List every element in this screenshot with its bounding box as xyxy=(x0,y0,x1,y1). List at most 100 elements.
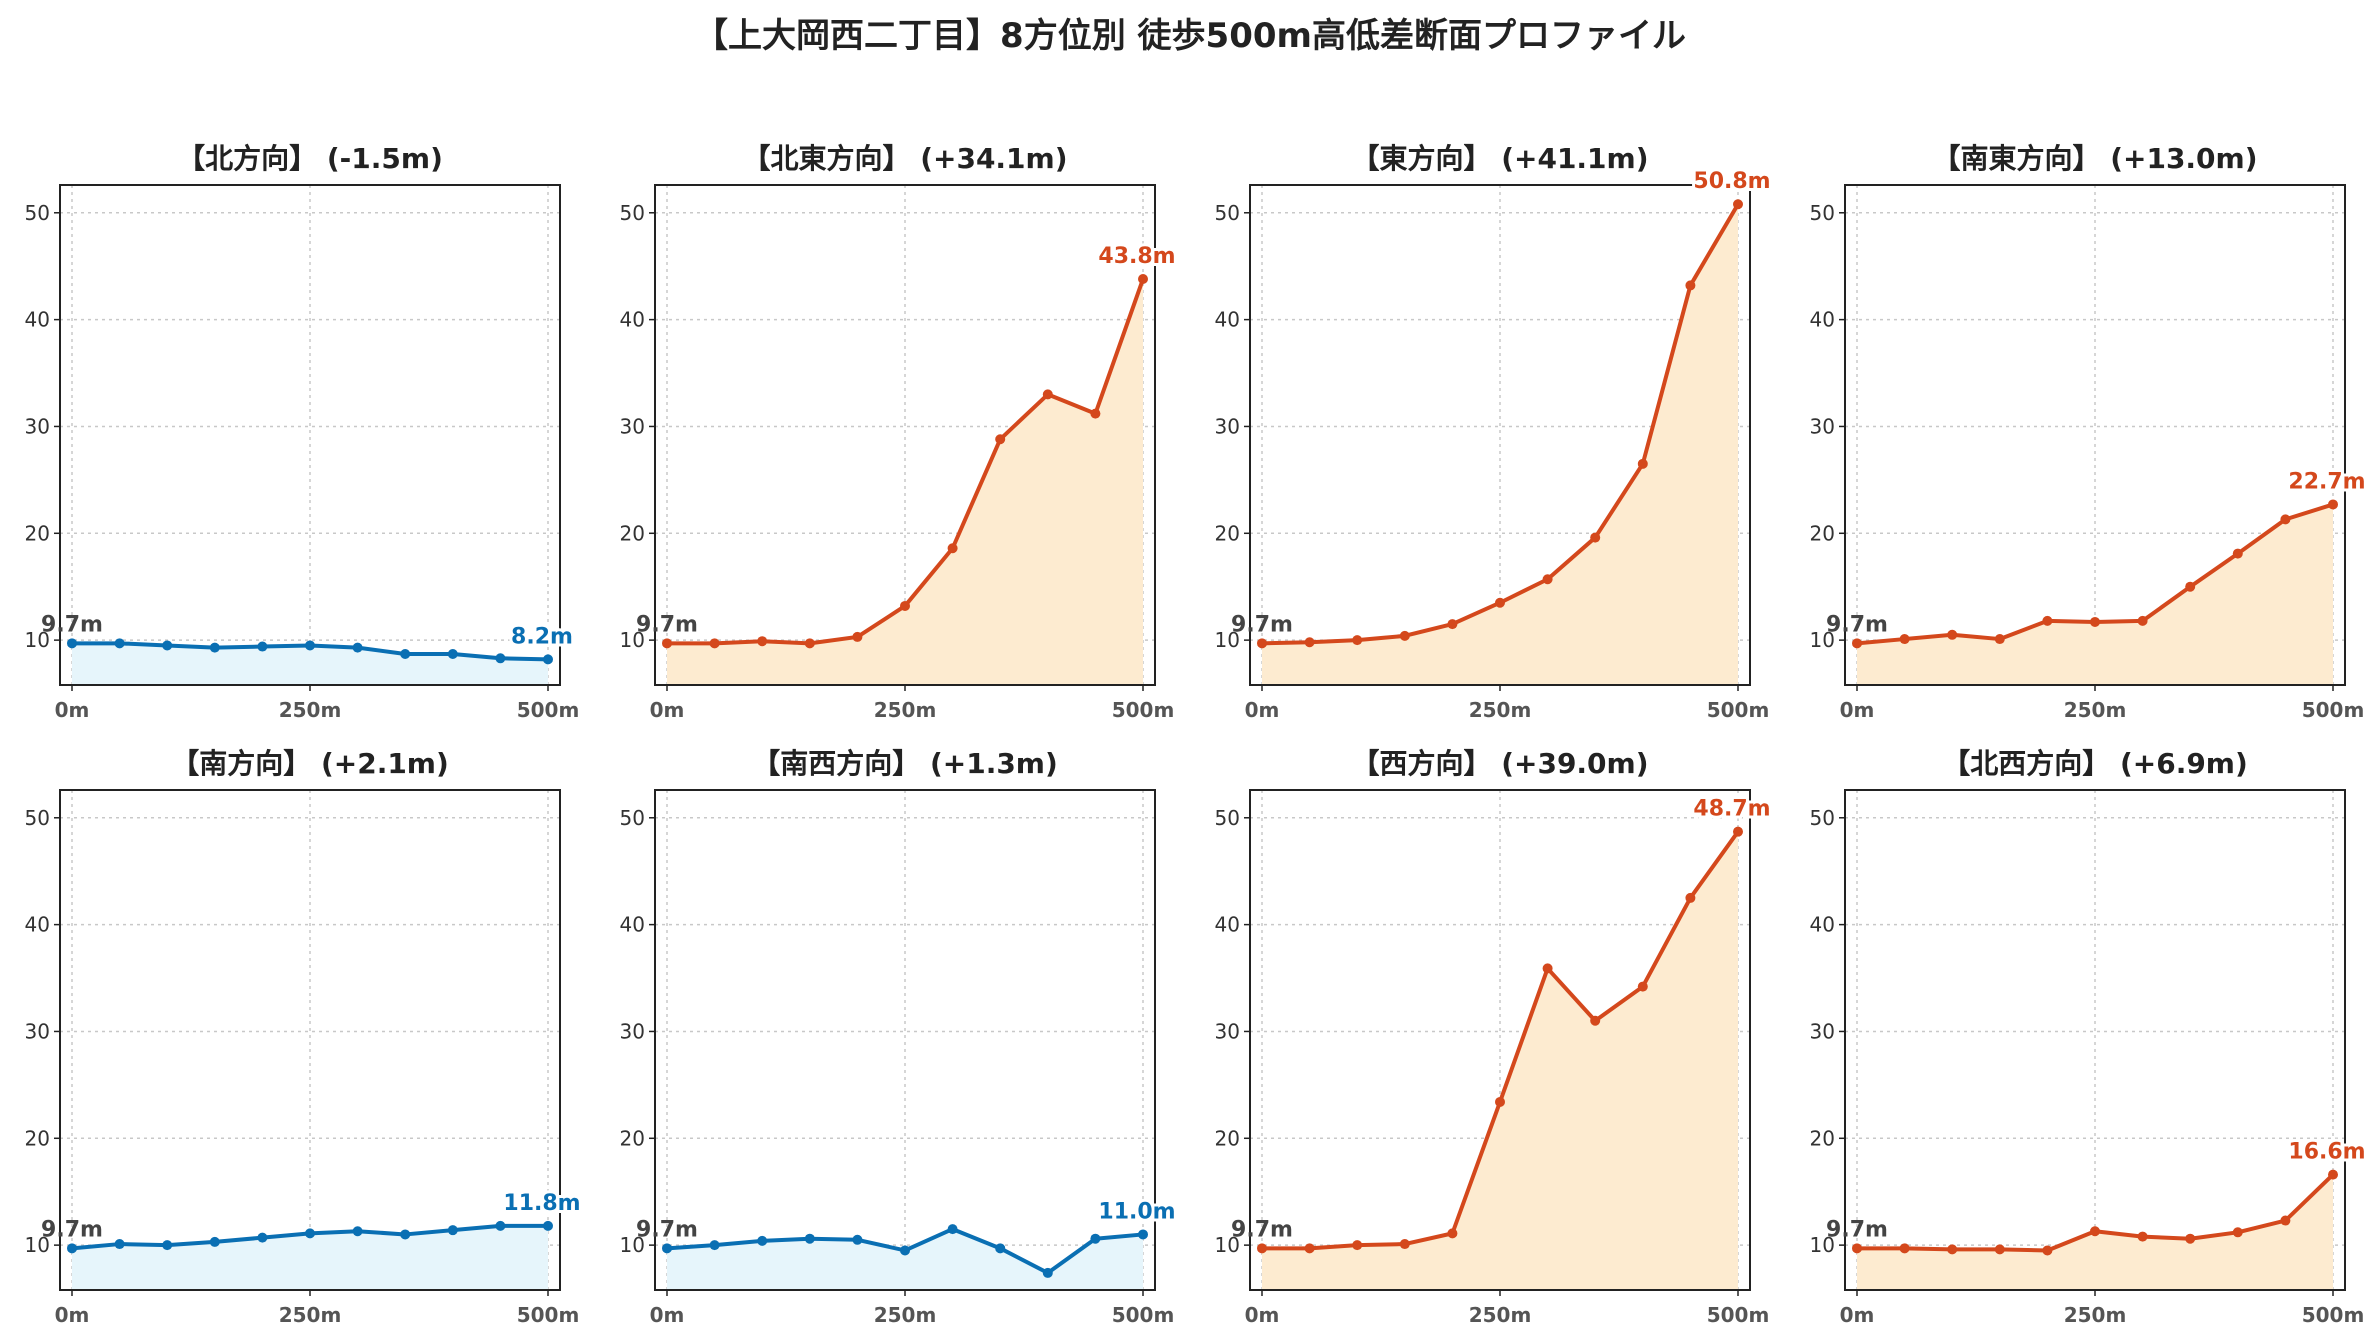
end-value-label: 22.7m xyxy=(2288,469,2365,494)
y-tick-label: 40 xyxy=(620,913,645,937)
y-tick-label: 30 xyxy=(620,414,645,438)
data-point xyxy=(1399,1239,1410,1250)
y-tick-label: 10 xyxy=(620,628,645,652)
data-point xyxy=(757,1235,768,1246)
data-point xyxy=(2042,1245,2053,1256)
end-value-label: 50.8m xyxy=(1693,169,1770,194)
x-tick-label: 0m xyxy=(1245,1303,1280,1327)
data-point xyxy=(1352,635,1363,646)
data-point xyxy=(1304,1243,1315,1254)
y-tick-label: 50 xyxy=(620,201,645,225)
data-point xyxy=(1352,1240,1363,1251)
y-tick-label: 40 xyxy=(1810,308,1835,332)
data-point xyxy=(1590,1015,1601,1026)
end-value-label: 16.6m xyxy=(2288,1140,2365,1165)
data-point xyxy=(852,1234,863,1245)
data-point xyxy=(2328,499,2338,510)
y-tick-label: 30 xyxy=(1215,414,1240,438)
data-point xyxy=(2137,615,2148,626)
data-point xyxy=(352,642,363,653)
x-tick-label: 250m xyxy=(2064,1303,2127,1327)
x-tick-label: 500m xyxy=(2302,698,2365,722)
x-tick-label: 250m xyxy=(874,698,937,722)
data-point xyxy=(1447,1228,1458,1239)
y-tick-label: 10 xyxy=(1215,1233,1240,1257)
end-value-label: 11.8m xyxy=(503,1191,580,1216)
data-point xyxy=(1304,637,1315,648)
y-tick-label: 40 xyxy=(1810,913,1835,937)
data-point xyxy=(947,1224,958,1235)
data-point xyxy=(1994,1244,2005,1255)
data-point xyxy=(543,1220,553,1231)
data-point xyxy=(400,1229,411,1240)
data-point xyxy=(1399,630,1410,641)
y-tick-label: 40 xyxy=(1215,913,1240,937)
data-point xyxy=(1090,408,1101,419)
data-point xyxy=(995,434,1006,445)
x-tick-label: 0m xyxy=(1840,698,1875,722)
data-point xyxy=(662,638,672,649)
x-tick-label: 250m xyxy=(279,1303,342,1327)
series-area xyxy=(1262,831,1738,1290)
end-value-label: 8.2m xyxy=(511,624,573,649)
x-tick-label: 0m xyxy=(55,698,90,722)
data-point xyxy=(709,638,720,649)
data-point xyxy=(543,654,553,665)
chart-title: 【西方向】 (+39.0m) xyxy=(1351,747,1648,780)
chart-title: 【南方向】 (+2.1m) xyxy=(171,747,449,780)
data-point xyxy=(1899,634,1910,645)
y-tick-label: 20 xyxy=(25,1126,50,1150)
start-value-label: 9.7m xyxy=(1231,612,1293,637)
data-point xyxy=(495,653,506,664)
axes-frame xyxy=(59,789,561,1291)
data-point xyxy=(114,1239,125,1250)
x-tick-label: 500m xyxy=(1707,1303,1770,1327)
y-tick-label: 40 xyxy=(1215,308,1240,332)
data-point xyxy=(2042,615,2053,626)
series-area xyxy=(72,1225,548,1290)
y-tick-label: 30 xyxy=(25,1019,50,1043)
chart-title: 【北方向】 (-1.5m) xyxy=(177,142,443,175)
end-value-label: 11.0m xyxy=(1098,1199,1175,1224)
data-point xyxy=(1042,389,1053,400)
data-point xyxy=(495,1220,506,1231)
y-tick-label: 30 xyxy=(1215,1019,1240,1043)
page-title: 【上大岡西二丁目】8方位別 徒歩500m高低差断面プロファイル xyxy=(694,16,1686,56)
data-point xyxy=(1994,634,2005,645)
y-tick-label: 30 xyxy=(25,414,50,438)
data-point xyxy=(305,640,315,651)
y-tick-label: 40 xyxy=(25,913,50,937)
data-point xyxy=(804,1233,815,1244)
data-point xyxy=(2232,1227,2243,1238)
x-tick-label: 500m xyxy=(517,1303,580,1327)
start-value-label: 9.7m xyxy=(1826,612,1888,637)
y-tick-label: 20 xyxy=(620,1126,645,1150)
start-value-label: 9.7m xyxy=(41,1217,103,1242)
data-point xyxy=(1733,199,1743,210)
data-point xyxy=(2137,1231,2148,1242)
data-point xyxy=(352,1226,363,1237)
series-area xyxy=(72,643,548,685)
series-area xyxy=(1857,504,2333,685)
data-point xyxy=(852,631,863,642)
x-tick-label: 0m xyxy=(55,1303,90,1327)
x-tick-label: 250m xyxy=(1469,698,1532,722)
y-tick-label: 50 xyxy=(25,806,50,830)
end-value-label: 48.7m xyxy=(1693,797,1770,822)
data-point xyxy=(1090,1233,1101,1244)
y-tick-label: 20 xyxy=(1810,521,1835,545)
x-tick-label: 500m xyxy=(1707,698,1770,722)
data-point xyxy=(1257,638,1267,649)
start-value-label: 9.7m xyxy=(636,612,698,637)
data-point xyxy=(1042,1267,1053,1278)
data-point xyxy=(2280,1215,2291,1226)
y-tick-label: 10 xyxy=(1810,628,1835,652)
axes-frame xyxy=(1844,789,2346,1291)
data-point xyxy=(1542,963,1553,974)
